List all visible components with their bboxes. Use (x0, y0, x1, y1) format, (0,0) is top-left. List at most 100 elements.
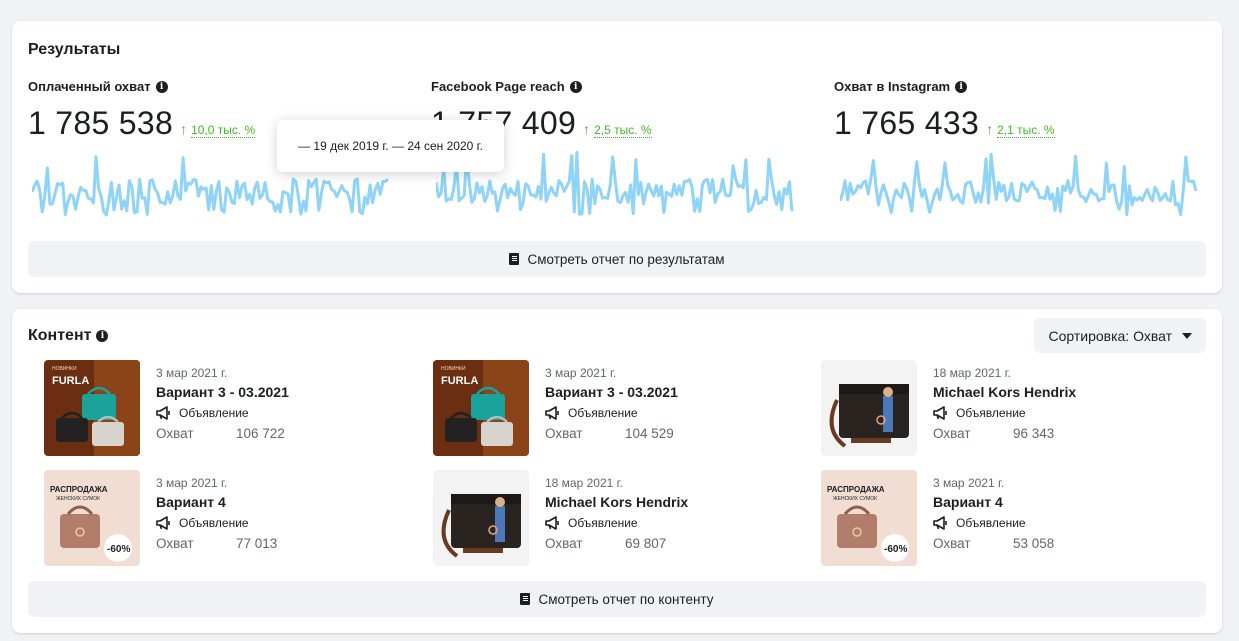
content-card: Контент i Сортировка: Охват НОВИНКИ FURLA… (12, 309, 1222, 633)
results-title: Результаты (28, 41, 120, 59)
item-metric-value: 69 807 (625, 536, 667, 551)
thumb-sale-title: РАСПРОДАЖА (50, 485, 108, 494)
metric-label-row: Facebook Page reach i (431, 79, 811, 94)
ad-thumbnail[interactable]: РАСПРОДАЖА ЖЕНСКИХ СУМОК -60% (821, 470, 917, 566)
ad-thumbnail[interactable] (433, 470, 529, 566)
item-metric-value: 96 343 (1013, 426, 1055, 441)
metric-instagram-reach: Охват в Instagram i 1 765 433 ↑ 2,1 тыс.… (834, 79, 1214, 142)
info-icon[interactable]: i (569, 80, 582, 93)
info-icon[interactable]: i (955, 80, 968, 93)
item-info: 3 мар 2021 г. Вариант 3 - 03.2021 Объявлен… (545, 366, 678, 441)
item-title[interactable]: Michael Kors Hendrix (545, 494, 689, 510)
item-metric-label: Охват (545, 536, 583, 551)
item-title[interactable]: Вариант 4 (156, 494, 226, 510)
metric-delta[interactable]: ↑ 2,5 тыс. % (583, 121, 652, 138)
megaphone-icon (156, 516, 170, 530)
item-date: 3 мар 2021 г. (545, 366, 617, 380)
thumb-small-text: НОВИНКИ (52, 366, 77, 372)
thumb-sale-sub: ЖЕНСКИХ СУМОК (56, 496, 100, 502)
item-date: 3 мар 2021 г. (156, 366, 228, 380)
thumb-sale-title: РАСПРОДАЖА (827, 485, 885, 494)
report-icon (520, 593, 531, 605)
content-title-text: Контент (28, 327, 92, 344)
sparkline-facebook-reach[interactable] (436, 117, 808, 227)
view-results-report-label: Смотреть отчет по результатам (527, 251, 725, 267)
metric-delta-text: 10,0 тыс. % (191, 123, 256, 138)
report-icon (509, 253, 520, 265)
ad-thumbnail[interactable] (821, 360, 917, 456)
arrow-up-icon: ↑ (986, 121, 994, 137)
ad-thumbnail[interactable]: РАСПРОДАЖА ЖЕНСКИХ СУМОК -60% (44, 470, 140, 566)
item-type: Объявление (156, 516, 277, 530)
metric-delta-text: 2,5 тыс. % (594, 123, 652, 138)
item-title[interactable]: Michael Kors Hendrix (933, 384, 1077, 400)
sparkline-paid-reach[interactable] (32, 117, 404, 227)
item-type-label: Объявление (179, 406, 249, 420)
item-metric-value: 104 529 (625, 426, 674, 441)
item-metric-label: Охват (933, 536, 971, 551)
metric-delta[interactable]: ↑ 2,1 тыс. % (986, 121, 1055, 138)
item-type-label: Объявление (179, 516, 249, 530)
results-card: Результаты Оплаченный охват i 1 785 538 … (12, 21, 1222, 293)
item-info: 3 мар 2021 г. Вариант 3 - 03.2021 Объявлен… (156, 366, 289, 441)
thumb-sale-sub: ЖЕНСКИХ СУМОК (833, 496, 877, 502)
item-metric-value: 77 013 (236, 536, 278, 551)
info-icon[interactable]: i (96, 330, 109, 342)
item-date: 3 мар 2021 г. (156, 476, 228, 490)
item-title[interactable]: Вариант 3 - 03.2021 (545, 384, 678, 400)
info-icon[interactable]: i (155, 80, 168, 93)
item-date: 3 мар 2021 г. (933, 476, 1005, 490)
thumb-sale-badge: -60% (884, 544, 907, 555)
metric-row: 1 785 538 ↑ 10,0 тыс. % (28, 105, 408, 142)
sort-dropdown[interactable]: Сортировка: Охват (1034, 318, 1206, 353)
sparkline-instagram-reach[interactable] (840, 117, 1212, 227)
megaphone-icon (545, 406, 559, 420)
item-metric-label: Охват (156, 426, 194, 441)
metric-delta[interactable]: ↑ 10,0 тыс. % (180, 121, 256, 138)
content-item[interactable]: РАСПРОДАЖА ЖЕНСКИХ СУМОК -60% 3 мар 2021 г.… (44, 470, 404, 566)
item-metric-label: Охват (545, 426, 583, 441)
content-item[interactable]: 18 мар 2021 г. Michael Kors Hendrix Объявл… (821, 360, 1181, 456)
item-metric: Охват 53 058 (933, 536, 1054, 551)
thumb-brand-text: FURLA (441, 375, 478, 387)
content-title: Контент i (28, 327, 109, 345)
item-type: Объявление (156, 406, 289, 420)
content-item[interactable]: НОВИНКИ FURLA 3 мар 2021 г. Вариант 3 - 03.… (433, 360, 793, 456)
caret-down-icon (1182, 332, 1192, 339)
metric-value: 1 765 433 (834, 105, 980, 141)
content-item[interactable]: 18 мар 2021 г. Michael Kors Hendrix Объявл… (433, 470, 793, 566)
item-title[interactable]: Вариант 3 - 03.2021 (156, 384, 289, 400)
item-info: 18 мар 2021 г. Michael Kors Hendrix Объявл… (933, 366, 1076, 441)
view-content-report-label: Смотреть отчет по контенту (538, 591, 714, 607)
view-content-report-button[interactable]: Смотреть отчет по контенту (28, 581, 1206, 617)
megaphone-icon (933, 516, 947, 530)
item-type-label: Объявление (568, 516, 638, 530)
thumb-sale-badge: -60% (107, 544, 130, 555)
metric-value: 1 785 538 (28, 105, 174, 141)
metric-label: Охват в Instagram (834, 79, 951, 94)
ad-thumbnail[interactable]: НОВИНКИ FURLA (44, 360, 140, 456)
arrow-up-icon: ↑ (180, 121, 188, 137)
content-item[interactable]: РАСПРОДАЖА ЖЕНСКИХ СУМОК -60% 3 мар 2021 г.… (821, 470, 1181, 566)
metric-paid-reach: Оплаченный охват i 1 785 538 ↑ 10,0 тыс.… (28, 79, 408, 142)
metric-label-row: Оплаченный охват i (28, 79, 408, 94)
metric-delta-text: 2,1 тыс. % (997, 123, 1055, 138)
item-type: Объявление (545, 516, 688, 530)
item-date: 18 мар 2021 г. (933, 366, 1011, 380)
metric-row: 1 765 433 ↑ 2,1 тыс. % (834, 105, 1214, 142)
content-item[interactable]: НОВИНКИ FURLA 3 мар 2021 г. Вариант 3 - 03.… (44, 360, 404, 456)
megaphone-icon (156, 406, 170, 420)
view-results-report-button[interactable]: Смотреть отчет по результатам (28, 241, 1206, 277)
item-metric-label: Охват (933, 426, 971, 441)
ad-thumbnail[interactable]: НОВИНКИ FURLA (433, 360, 529, 456)
arrow-up-icon: ↑ (583, 121, 591, 137)
item-type: Объявление (545, 406, 678, 420)
item-metric-value: 106 722 (236, 426, 285, 441)
item-type-label: Объявление (956, 516, 1026, 530)
item-type: Объявление (933, 516, 1054, 530)
item-metric: Охват 104 529 (545, 426, 678, 441)
item-metric-label: Охват (156, 536, 194, 551)
item-info: 18 мар 2021 г. Michael Kors Hendrix Объявл… (545, 476, 688, 551)
item-title[interactable]: Вариант 4 (933, 494, 1003, 510)
item-type-label: Объявление (568, 406, 638, 420)
